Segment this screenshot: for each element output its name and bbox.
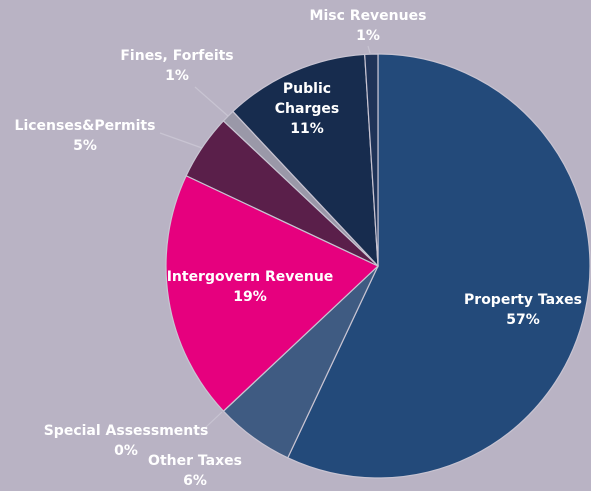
category-label: Public Charges (274, 81, 340, 117)
value-label: 5% (73, 138, 97, 154)
slice (165, 174, 380, 412)
leader-line (194, 86, 229, 117)
value-label: 6% (183, 473, 207, 489)
category-label: Special Assessments (43, 423, 209, 439)
value-label: 1% (356, 28, 380, 44)
value-label: 11% (290, 121, 324, 137)
leader-line (159, 132, 203, 149)
slice (286, 53, 591, 479)
category-label: Fines, Forfeits (120, 48, 234, 64)
leader-line (204, 411, 223, 429)
slice (232, 53, 379, 268)
slice-label: Misc Revenues 1% (310, 6, 427, 46)
category-label: Other Taxes (148, 453, 242, 469)
slice-label: Other Taxes 6% (148, 451, 242, 491)
slices (165, 53, 591, 479)
slice-label: Property Taxes 57% (464, 290, 582, 330)
slice (364, 53, 379, 267)
slice-label: Public Charges 11% (267, 79, 347, 139)
value-label: 57% (506, 312, 540, 328)
slice-label: Fines, Forfeits 1% (120, 46, 233, 86)
value-label: 0% (114, 443, 138, 459)
category-label: Licenses&Permits (14, 118, 156, 134)
value-label: 19% (233, 289, 267, 305)
leader-lines (159, 45, 371, 429)
slice-label: Intergovern Revenue 19% (167, 267, 334, 307)
slice-label: Special Assessments 0% (44, 421, 209, 461)
category-label: Intergovern Revenue (166, 269, 334, 285)
leader-line (367, 45, 371, 54)
category-label: Property Taxes (464, 292, 582, 308)
value-label: 1% (165, 68, 189, 84)
category-label: Misc Revenues (309, 8, 427, 24)
slice-label: Licenses&Permits 5% (15, 116, 156, 156)
